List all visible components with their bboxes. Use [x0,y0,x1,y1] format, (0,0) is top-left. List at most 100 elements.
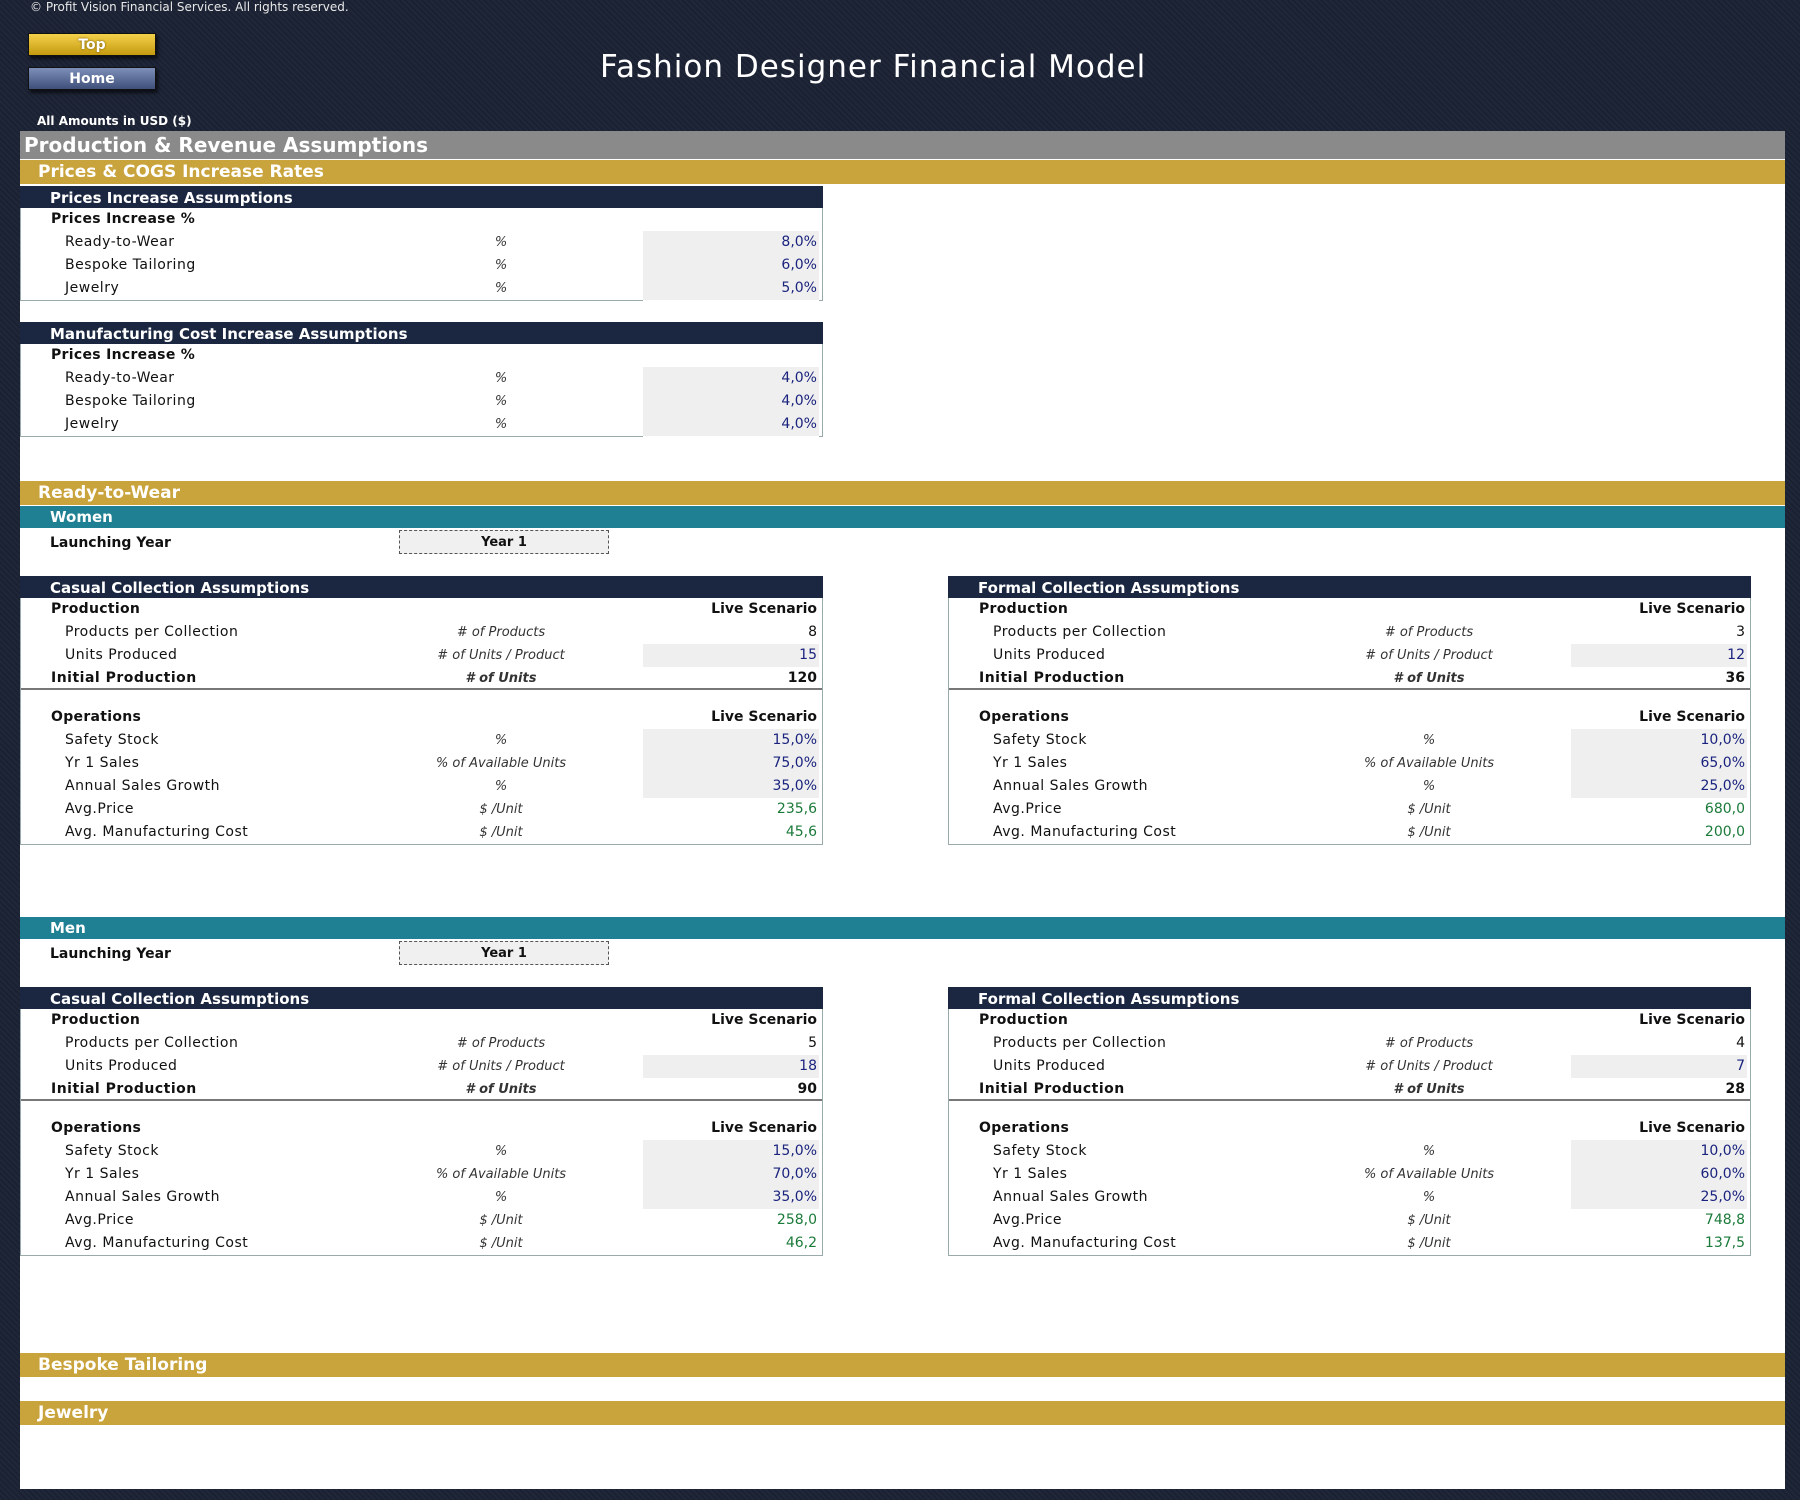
row-value: Live Scenario [711,601,817,617]
table-subheader-row: Production Live Scenario [21,598,822,621]
row-value: Live Scenario [1639,1012,1745,1028]
row-unit: % [1422,779,1436,794]
women-casual-header: Casual Collection Assumptions [20,576,823,598]
input-cell[interactable]: 5,0% [643,277,819,301]
row-label: Operations [979,1120,1070,1136]
table-row: Avg. Manufacturing Cost $ /Unit 45,6 [21,821,822,844]
men-launch-label: Launching Year [50,946,171,962]
row-label: Operations [51,709,142,725]
table-subheader-row: Operations Live Scenario [21,706,822,729]
input-cell[interactable]: 4,0% [643,367,819,391]
table-row: Initial Production # of Units 120 [21,667,822,690]
input-cell[interactable]: 12 [1571,644,1747,668]
input-cell[interactable]: 35,0% [643,1186,819,1210]
row-unit: % [494,281,508,296]
row-label: Production [51,1012,141,1028]
row-label: Yr 1 Sales [65,1166,140,1182]
row-value: 4 [1736,1035,1745,1051]
row-unit: % [1422,733,1436,748]
table-row: Bespoke Tailoring% 4,0% [21,390,822,414]
men-casual-header: Casual Collection Assumptions [20,987,823,1009]
row-label: Yr 1 Sales [993,1166,1068,1182]
table-row: Avg. Manufacturing Cost $ /Unit 46,2 [21,1232,822,1255]
row-label: Avg. Manufacturing Cost [65,1235,249,1251]
table-row: Products per Collection # of Products 3 [949,621,1750,644]
input-cell[interactable]: 75,0% [643,752,819,776]
women-launch-year-select[interactable]: Year 1 [399,530,609,554]
row-unit: $ /Unit [1407,825,1451,840]
prices-increase-header: Prices Increase Assumptions [20,186,823,208]
input-cell[interactable]: 60,0% [1571,1163,1747,1187]
row-unit: % [494,1144,508,1159]
input-cell[interactable]: 4,0% [643,413,819,437]
input-cell[interactable]: 18 [643,1055,819,1079]
row-unit: % of Available Units [1363,756,1495,771]
men-band: Men [20,917,1785,939]
table-row: Yr 1 Sales % of Available Units 70,0% [21,1163,822,1187]
row-label: Annual Sales Growth [65,778,221,794]
table-row: Avg.Price $ /Unit 748,8 [949,1209,1750,1232]
row-label: Avg. Manufacturing Cost [993,1235,1177,1251]
row-value: 28 [1725,1081,1745,1097]
input-cell[interactable]: 15 [643,644,819,668]
table-row: Avg.Price $ /Unit 235,6 [21,798,822,821]
row-unit: # of Units / Product [437,648,565,663]
men-casual-block: Casual Collection Assumptions Production… [20,987,823,1256]
row-label: Avg. Manufacturing Cost [65,824,249,840]
row-value: 748,8 [1704,1212,1745,1228]
table-subheader-row: Operations Live Scenario [949,1117,1750,1140]
row-unit: % [494,417,508,432]
home-button[interactable]: Home [28,67,156,90]
row-value: 235,6 [776,801,817,817]
row-unit: # of Products [1384,625,1474,640]
row-unit: $ /Unit [479,1213,523,1228]
table-row: Yr 1 Sales % of Available Units 75,0% [21,752,822,776]
top-button[interactable]: Top [28,33,156,56]
table-row: Safety Stock% 15,0% [21,729,822,753]
input-cell[interactable]: 15,0% [643,1140,819,1164]
input-cell[interactable]: 25,0% [1571,1186,1747,1210]
input-cell[interactable]: 10,0% [1571,1140,1747,1164]
table-row: Products per Collection # of Products 8 [21,621,822,644]
row-label: Safety Stock [993,1143,1087,1159]
input-cell[interactable]: 25,0% [1571,775,1747,799]
table-row: Initial Production # of Units 28 [949,1078,1750,1101]
row-label: Avg.Price [993,801,1063,817]
input-cell[interactable]: 6,0% [643,254,819,278]
input-cell[interactable]: 35,0% [643,775,819,799]
input-cell[interactable]: 15,0% [643,729,819,753]
row-label: Operations [51,1120,142,1136]
input-cell[interactable]: 8,0% [643,231,819,255]
copyright-text: © Profit Vision Financial Services. All … [30,0,349,14]
table-row: Units Produced # of Units / Product 18 [21,1055,822,1079]
table-row: Units Produced # of Units / Product 7 [949,1055,1750,1079]
currency-note: All Amounts in USD ($) [37,114,192,128]
row-unit: % [494,733,508,748]
row-unit: # of Units [465,1082,537,1097]
prices-increase-block: Prices Increase Assumptions Prices Incre… [20,186,823,301]
table-row: Ready-to-Wear% 8,0% [21,231,822,255]
row-unit: $ /Unit [479,825,523,840]
input-cell[interactable]: 65,0% [1571,752,1747,776]
row-label: Jewelry [65,280,120,296]
row-value: 200,0 [1704,824,1745,840]
row-unit: # of Units [465,671,537,686]
table-row: Units Produced # of Units / Product 15 [21,644,822,668]
table-row: Jewelry% 5,0% [21,277,822,301]
row-label: Initial Production [51,1081,197,1097]
row-label: Products per Collection [65,1035,239,1051]
row-label: Units Produced [65,1058,178,1074]
input-cell[interactable]: 7 [1571,1055,1747,1079]
women-launch-label: Launching Year [50,535,171,551]
input-cell[interactable]: 70,0% [643,1163,819,1187]
row-unit: # of Units [1393,1082,1465,1097]
input-cell[interactable]: 10,0% [1571,729,1747,753]
table-subheader-row: Prices Increase % [21,208,822,231]
input-cell[interactable]: 4,0% [643,390,819,414]
table-subheader-row: Prices Increase % [21,344,822,367]
row-unit: % [494,1190,508,1205]
table-row: Units Produced # of Units / Product 12 [949,644,1750,668]
row-label: Avg.Price [65,1212,135,1228]
section-production-revenue: Production & Revenue Assumptions [20,131,1785,159]
men-launch-year-select[interactable]: Year 1 [399,941,609,965]
